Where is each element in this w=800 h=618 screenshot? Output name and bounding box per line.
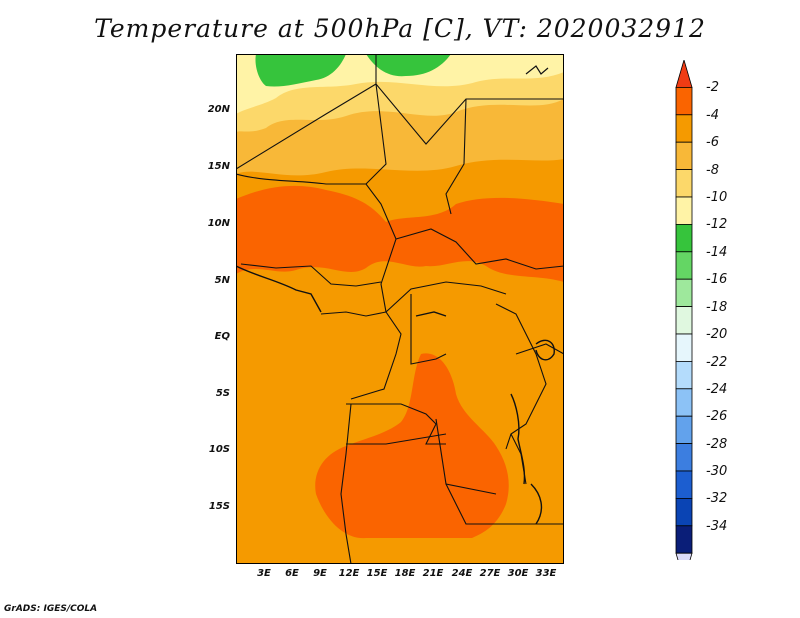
lon-label: 3E bbox=[257, 568, 271, 579]
country-borders bbox=[236, 54, 564, 564]
colorbar-segment bbox=[675, 333, 693, 362]
lon-label: 9E bbox=[313, 568, 327, 579]
lon-label: 12E bbox=[338, 568, 360, 579]
colorbar-segment bbox=[675, 86, 693, 116]
colorbar-segment bbox=[675, 470, 693, 499]
colorbar-label: -8 bbox=[706, 163, 719, 178]
colorbar-segment bbox=[675, 169, 693, 198]
colorbar-label: -30 bbox=[706, 464, 728, 479]
lat-label: 20N bbox=[207, 104, 230, 115]
colorbar-label: -24 bbox=[706, 382, 728, 397]
colorbar-segment bbox=[675, 415, 693, 445]
colorbar-label: -4 bbox=[706, 108, 719, 123]
colorbar-segment bbox=[675, 114, 693, 143]
colorbar-label: -28 bbox=[706, 437, 728, 452]
colorbar-label: -16 bbox=[706, 272, 728, 287]
lat-label: 10N bbox=[207, 218, 230, 229]
field-warm-south bbox=[315, 353, 509, 539]
chart-title: Temperature at 500hPa [C], VT: 202003291… bbox=[94, 14, 706, 43]
colorbar-segment bbox=[675, 223, 693, 253]
colorbar-segment bbox=[675, 278, 693, 307]
lon-label: 6E bbox=[285, 568, 299, 579]
colorbar-label: -22 bbox=[706, 355, 728, 370]
lon-label: 18E bbox=[394, 568, 416, 579]
lon-label: 27E bbox=[479, 568, 501, 579]
colorbar-label: -12 bbox=[706, 217, 728, 232]
colorbar-cap-bottom bbox=[675, 552, 693, 560]
lon-label: 21E bbox=[422, 568, 444, 579]
colorbar-label: -34 bbox=[706, 519, 728, 534]
colorbar-label: -18 bbox=[706, 300, 728, 315]
colorbar-segment bbox=[675, 525, 693, 554]
lat-label: EQ bbox=[214, 331, 230, 342]
colorbar-label: -6 bbox=[706, 135, 719, 150]
lat-label: 15S bbox=[208, 501, 230, 512]
colorbar-segment bbox=[675, 141, 693, 170]
colorbar-label: -26 bbox=[706, 409, 728, 424]
colorbar-segment bbox=[675, 306, 693, 335]
lat-label: 5S bbox=[215, 388, 230, 399]
lon-label: 24E bbox=[451, 568, 473, 579]
lat-label: 10S bbox=[208, 444, 230, 455]
colorbar-segment bbox=[675, 251, 693, 280]
colorbar-segment bbox=[675, 196, 693, 225]
lakes-coast bbox=[236, 265, 555, 525]
field-band-14-west bbox=[255, 54, 346, 87]
colorbar bbox=[675, 60, 693, 560]
colorbar-label: -14 bbox=[706, 245, 728, 260]
colorbar-cap-top bbox=[675, 60, 693, 88]
lat-label: 5N bbox=[214, 275, 230, 286]
colorbar-label: -32 bbox=[706, 491, 728, 506]
lat-label: 15N bbox=[207, 161, 230, 172]
field-band-14-center bbox=[366, 54, 451, 77]
colorbar-label: -20 bbox=[706, 327, 728, 342]
lon-label: 30E bbox=[507, 568, 529, 579]
field-warm-sahel bbox=[236, 185, 564, 282]
colorbar-label: -2 bbox=[706, 80, 719, 95]
colorbar-segment bbox=[675, 388, 693, 417]
lon-label: 15E bbox=[366, 568, 388, 579]
credit-text: GrADS: IGES/COLA bbox=[4, 604, 98, 614]
temperature-map bbox=[236, 54, 564, 564]
colorbar-segment bbox=[675, 497, 693, 527]
colorbar-segment bbox=[675, 443, 693, 472]
colorbar-segment bbox=[675, 360, 693, 390]
lon-label: 33E bbox=[535, 568, 557, 579]
colorbar-label: -10 bbox=[706, 190, 728, 205]
